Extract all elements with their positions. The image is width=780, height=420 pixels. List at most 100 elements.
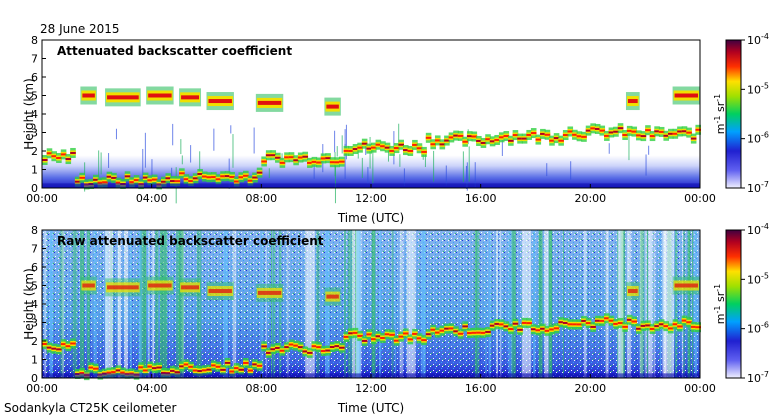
instrument-label: Sodankyla CT25K ceilometer bbox=[4, 401, 176, 415]
noise-column bbox=[508, 230, 513, 378]
virga-streak bbox=[268, 168, 270, 179]
y-axis: 0 1 2 3 4 5 6 7 8 bbox=[31, 224, 46, 385]
cloud-layer-peak bbox=[444, 327, 450, 330]
cloud-layer-peak bbox=[576, 135, 583, 138]
cloud-layer-peak bbox=[288, 343, 295, 346]
cloud-layer-peak bbox=[46, 346, 53, 349]
cloud-layer-peak bbox=[206, 368, 213, 371]
mid-cloud-peak bbox=[674, 93, 698, 98]
cloud-layer-peak bbox=[357, 334, 363, 337]
panel-title: Attenuated backscatter coefficient bbox=[57, 44, 292, 58]
cloud-layer-peak bbox=[233, 367, 240, 370]
noise-column bbox=[148, 230, 150, 378]
cloud-layer-peak bbox=[201, 369, 208, 372]
virga-streak bbox=[648, 145, 650, 155]
cloud-layer-peak bbox=[224, 361, 231, 364]
cloud-layer-peak bbox=[147, 179, 153, 182]
cloud-layer-peak bbox=[393, 339, 400, 342]
cloud-layer-peak bbox=[165, 372, 172, 375]
virga-streak bbox=[341, 135, 343, 154]
cloud-layer-peak bbox=[430, 143, 436, 146]
cloud-layer-peak bbox=[425, 136, 432, 139]
noise-column bbox=[694, 230, 698, 378]
y-tick-label: 0 bbox=[31, 182, 38, 195]
cloud-layer-peak bbox=[170, 180, 176, 183]
cloud-layer-peak bbox=[79, 176, 85, 179]
cloud-layer-peak bbox=[138, 366, 144, 369]
virga-streak bbox=[462, 151, 464, 182]
cloud-layer-peak bbox=[320, 349, 327, 352]
virga-streak bbox=[608, 143, 610, 154]
cloud-layer-peak bbox=[631, 130, 638, 133]
virga-streak bbox=[171, 167, 173, 179]
cloud-layer-peak bbox=[489, 140, 496, 143]
cloud-layer-peak bbox=[366, 333, 372, 336]
cloud-layer-peak bbox=[302, 155, 309, 158]
colorbar-ticks: 10-4 10-5 10-6 10-7 bbox=[741, 222, 769, 385]
virga-streak bbox=[645, 154, 647, 176]
noise-column bbox=[644, 230, 648, 378]
cloud-layer-peak bbox=[654, 130, 660, 133]
cloud-layer-peak bbox=[357, 146, 363, 149]
x-tick-label: 00:00 bbox=[684, 382, 716, 395]
cloud-layer-peak bbox=[398, 143, 404, 146]
cloud-layer-peak bbox=[183, 178, 190, 181]
noise-column bbox=[617, 230, 624, 378]
y-tick-label: 5 bbox=[31, 90, 38, 103]
cloud-layer-peak bbox=[151, 178, 158, 181]
virga-streak bbox=[253, 127, 255, 154]
cloud-layer-peak bbox=[617, 127, 624, 130]
x-tick-label: 12:00 bbox=[355, 192, 387, 205]
cloud-layer-peak bbox=[197, 370, 203, 373]
cloud-layer-peak bbox=[576, 323, 583, 326]
noise-column bbox=[344, 230, 346, 378]
y-axis-label: Height (km) bbox=[22, 78, 36, 149]
virga-streak bbox=[344, 143, 346, 179]
cloud-layer-peak bbox=[590, 127, 596, 130]
cloud-layer-peak bbox=[521, 321, 528, 324]
cloud-layer-peak bbox=[65, 158, 72, 161]
cloud-layer-peak bbox=[485, 330, 491, 333]
cloud-layer-peak bbox=[206, 176, 213, 179]
cloud-layer-peak bbox=[215, 365, 222, 368]
noise-column bbox=[144, 230, 147, 378]
noise-column bbox=[548, 230, 553, 378]
virga-streak bbox=[115, 128, 117, 140]
virga-streak bbox=[151, 159, 153, 181]
noise-column bbox=[260, 230, 264, 378]
cloud-layer-peak bbox=[51, 155, 57, 158]
colorbar-tick-label: 10-4 bbox=[747, 32, 769, 47]
cloud-layer-peak bbox=[106, 175, 113, 178]
virga-streak bbox=[424, 150, 426, 168]
noise-column bbox=[496, 230, 498, 378]
cloud-layer-peak bbox=[668, 327, 674, 330]
x-tick-label: 00:00 bbox=[684, 192, 716, 205]
cloud-layer-peak bbox=[270, 154, 277, 157]
cloud-layer-peak bbox=[197, 172, 203, 175]
cloud-layer-peak bbox=[316, 161, 322, 164]
noise-column bbox=[72, 230, 77, 378]
cloud-layer-peak bbox=[421, 339, 427, 342]
cloud-layer-peak bbox=[640, 324, 647, 327]
date-label: 28 June 2015 bbox=[40, 22, 120, 36]
mid-cloud-peak bbox=[627, 289, 638, 294]
virga-streak bbox=[357, 150, 359, 159]
cloud-layer-peak bbox=[521, 137, 528, 140]
cloud-layer-peak bbox=[640, 135, 647, 138]
noise-column bbox=[646, 230, 649, 378]
cloud-layer-peak bbox=[339, 160, 345, 163]
virga-streak bbox=[213, 128, 215, 151]
cloud-layer-peak bbox=[503, 135, 510, 138]
noise-column bbox=[394, 230, 397, 378]
cloud-layer-peak bbox=[160, 180, 167, 183]
cloud-layer-peak bbox=[42, 158, 48, 161]
y-axis-label: Height (km) bbox=[22, 268, 36, 339]
noise-column bbox=[371, 230, 376, 378]
cloud-layer-peak bbox=[681, 130, 688, 133]
cloud-layer-peak bbox=[402, 332, 409, 335]
cloud-layer-peak bbox=[325, 349, 331, 352]
cloud-layer-peak bbox=[604, 134, 610, 137]
cloud-layer-peak bbox=[60, 153, 67, 156]
virga-streak bbox=[387, 150, 389, 162]
